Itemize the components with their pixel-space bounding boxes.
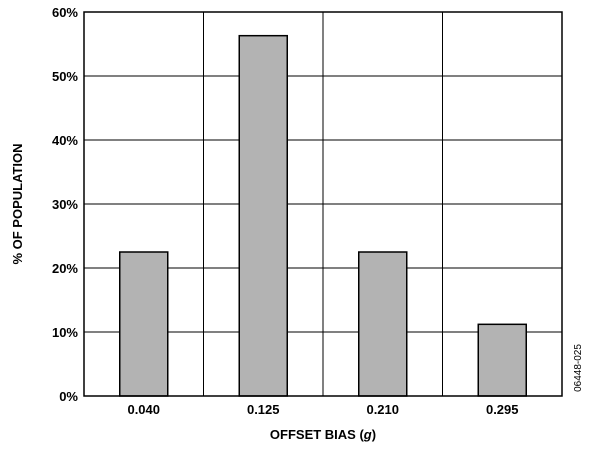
bars <box>119 34 527 397</box>
y-tick-label: 0% <box>59 389 78 404</box>
bar-0.210 <box>358 251 408 397</box>
x-axis-title: OFFSET BIAS (g) <box>270 427 376 442</box>
plot-frame <box>83 11 563 397</box>
x-tick-labels: 0.040 0.125 0.210 0.295 <box>127 402 518 417</box>
x-tick-label: 0.210 <box>366 402 399 417</box>
figure-id: 06448-025 <box>573 344 584 392</box>
y-tick-label: 30% <box>52 197 78 212</box>
y-tick-labels: 0% 10% 20% 30% 40% 50% 60% <box>52 5 78 404</box>
x-tick-label: 0.125 <box>247 402 280 417</box>
x-axis-title-close: ) <box>372 427 376 442</box>
x-tick-label: 0.295 <box>486 402 519 417</box>
x-tick-label: 0.040 <box>127 402 160 417</box>
y-tick-label: 20% <box>52 261 78 276</box>
bar-0.295 <box>477 323 527 397</box>
y-tick-label: 50% <box>52 69 78 84</box>
y-axis-title: % OF POPULATION <box>10 143 25 264</box>
bar-0.125 <box>238 34 288 397</box>
x-axis-title-main: OFFSET BIAS ( <box>270 427 365 442</box>
bar-0.040 <box>119 251 169 397</box>
y-tick-label: 40% <box>52 133 78 148</box>
y-tick-label: 10% <box>52 325 78 340</box>
y-tick-label: 60% <box>52 5 78 20</box>
x-axis-title-unit: g <box>363 427 372 442</box>
